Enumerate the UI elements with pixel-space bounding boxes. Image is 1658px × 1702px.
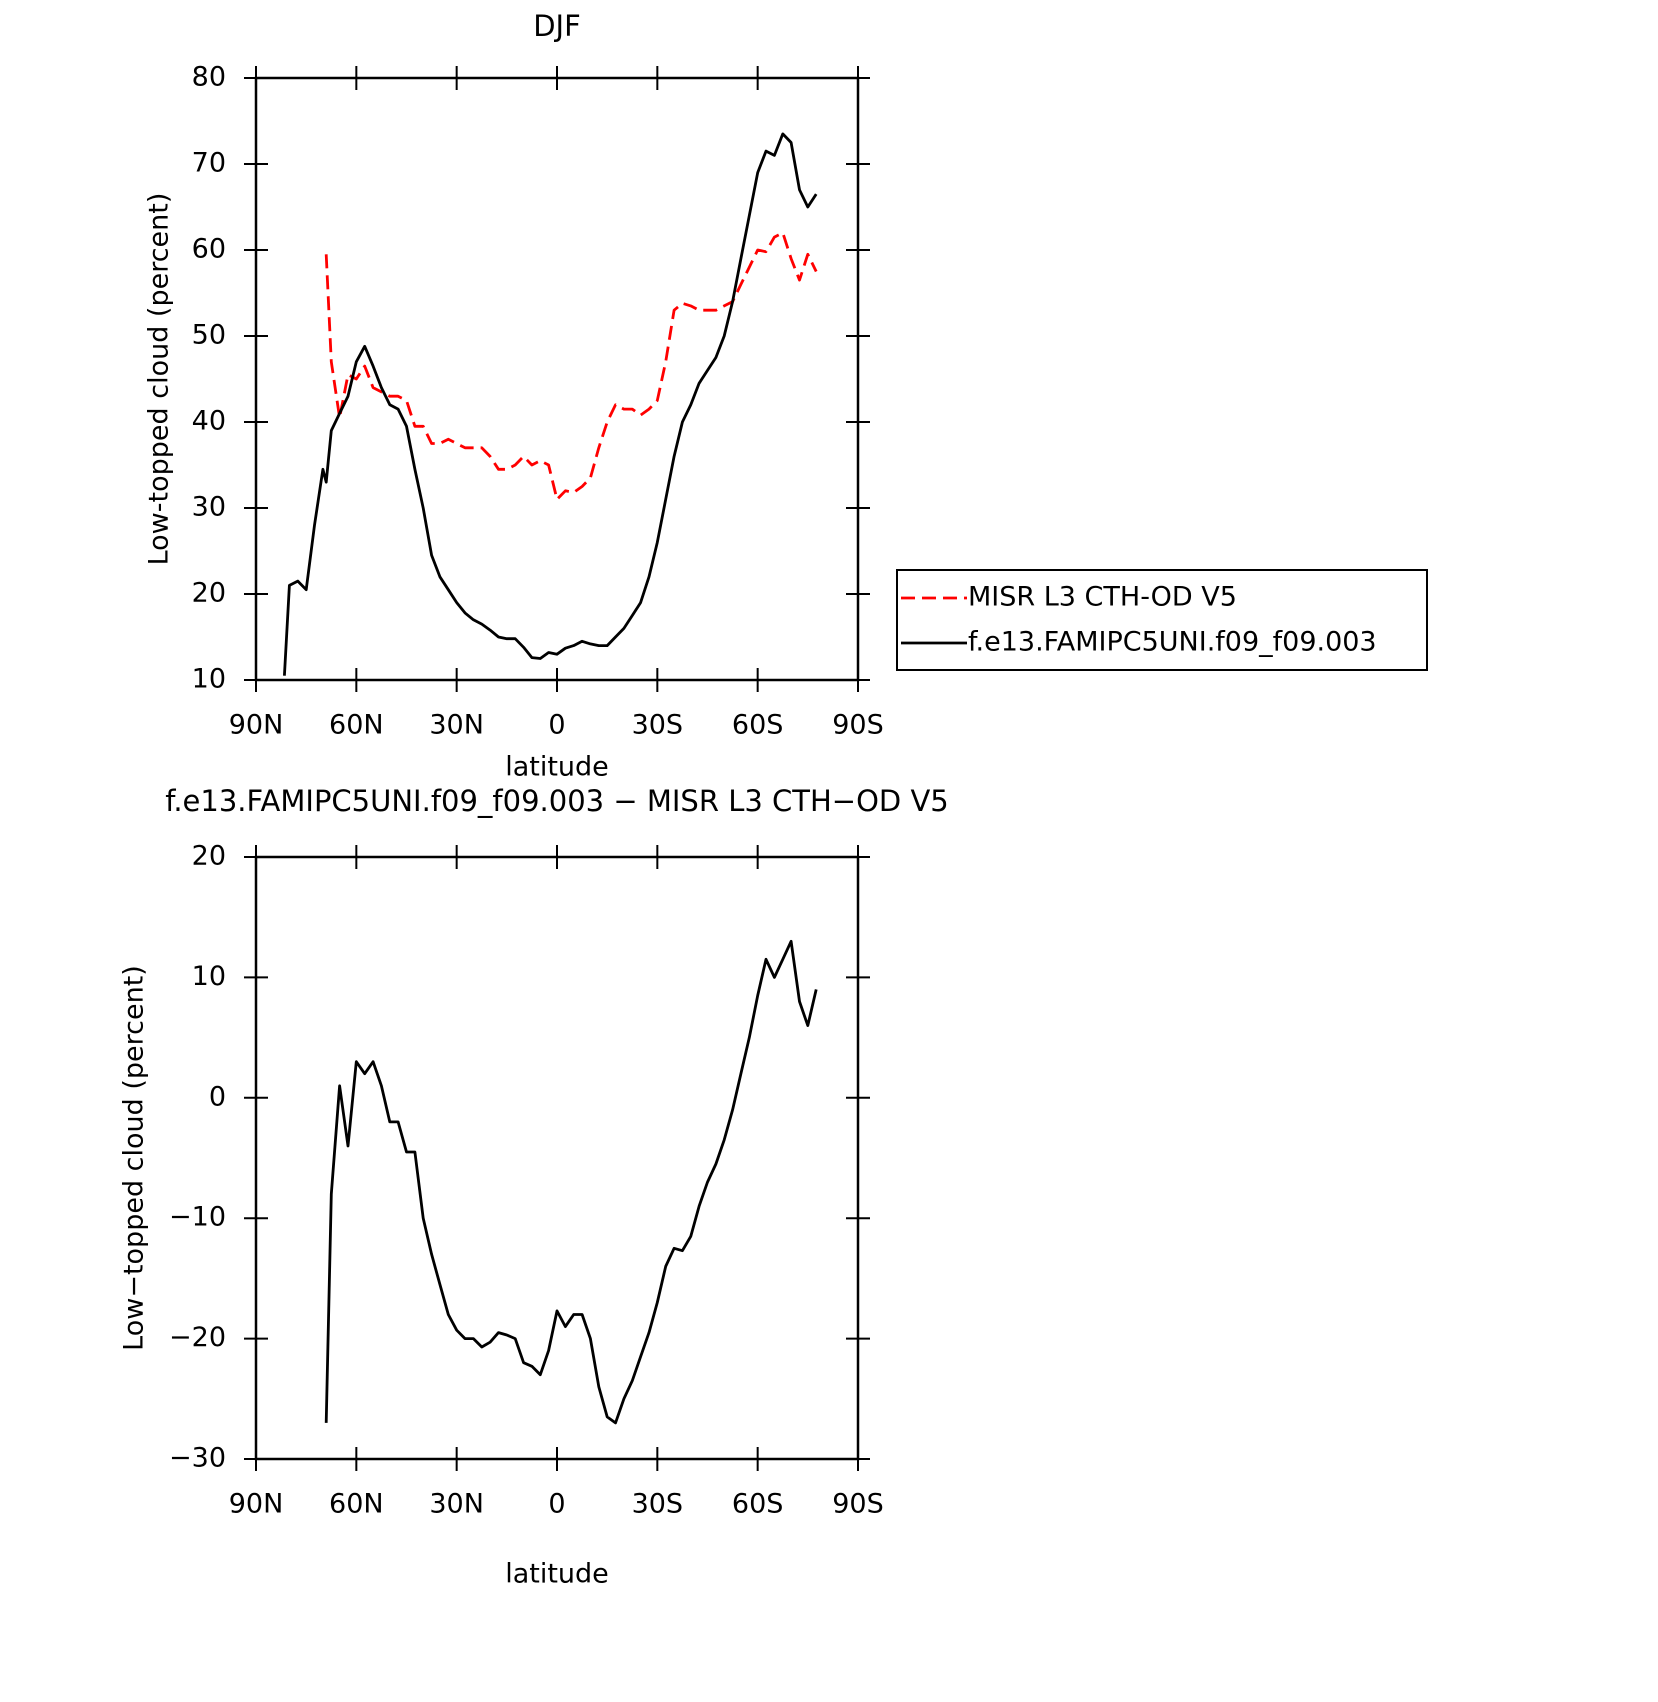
plot-frame	[254, 855, 860, 1461]
x-tick-label: 60N	[329, 1489, 384, 1520]
x-tick-label: 0	[548, 1489, 565, 1520]
data-line	[324, 231, 818, 501]
y-tick-label: −30	[169, 1443, 226, 1474]
x-tick-label: 30S	[632, 1489, 684, 1520]
x-tick-label: 90N	[229, 710, 284, 741]
y-tick-label: −20	[169, 1322, 226, 1353]
x-tick-label: 30S	[632, 710, 684, 741]
plot-frame	[254, 76, 860, 682]
y-tick-label: −10	[169, 1202, 226, 1233]
x-tick-label: 90N	[229, 1489, 284, 1520]
x-axis-label: latitude	[505, 1559, 609, 1590]
x-tick-label: 0	[548, 710, 565, 741]
x-tick-label: 30N	[429, 1489, 484, 1520]
chart-title: f.e13.FAMIPC5UNI.f09_f09.003 − MISR L3 C…	[165, 784, 949, 818]
x-axis-label: latitude	[505, 752, 609, 783]
y-tick-label: 20	[192, 578, 226, 609]
y-tick-label: 0	[209, 1081, 226, 1112]
y-axis-label: Low-topped cloud (percent)	[144, 193, 175, 566]
legend-box	[896, 569, 1428, 671]
x-tick-label: 60N	[329, 710, 384, 741]
y-tick-label: 30	[192, 492, 226, 523]
y-tick-label: 70	[192, 148, 226, 179]
legend-label: f.e13.FAMIPC5UNI.f09_f09.003	[968, 627, 1377, 658]
chart-title: DJF	[533, 9, 581, 43]
x-tick-label: 90S	[832, 710, 884, 741]
y-tick-label: 10	[192, 664, 226, 695]
y-tick-label: 20	[192, 841, 226, 872]
x-tick-label: 90S	[832, 1489, 884, 1520]
data-line	[283, 132, 818, 676]
x-tick-label: 60S	[732, 1489, 784, 1520]
y-tick-label: 50	[192, 320, 226, 351]
y-tick-label: 40	[192, 406, 226, 437]
y-axis-label: Low−topped cloud (percent)	[119, 965, 150, 1351]
x-tick-label: 30N	[429, 710, 484, 741]
legend-label: MISR L3 CTH-OD V5	[968, 582, 1237, 613]
x-tick-label: 60S	[732, 710, 784, 741]
y-tick-label: 60	[192, 234, 226, 265]
y-tick-label: 80	[192, 62, 226, 93]
data-line	[324, 939, 818, 1425]
y-tick-label: 10	[192, 961, 226, 992]
